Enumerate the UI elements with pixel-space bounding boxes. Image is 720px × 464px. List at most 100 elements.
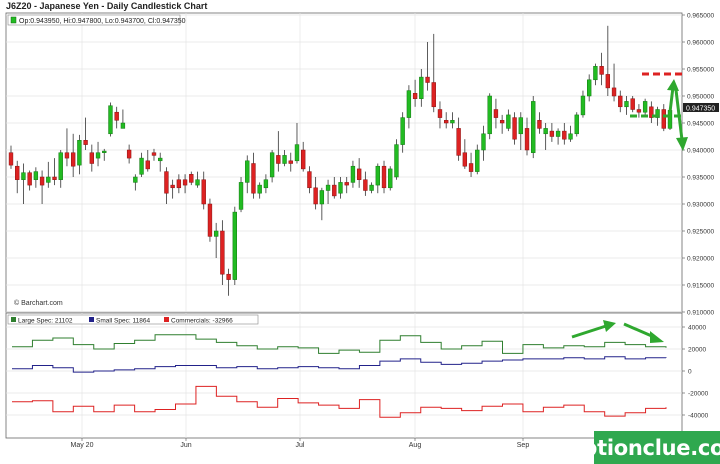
cot-legend: Large Spec: 21102 Small Spec: 11864 Comm… [7, 314, 259, 325]
x-tick-label: Jun [180, 442, 191, 449]
candle-body [624, 101, 629, 108]
candle-body [493, 109, 499, 118]
candle-body [375, 165, 380, 186]
candle [139, 152, 144, 177]
candle [182, 174, 188, 194]
legend-small-spec: Small Spec: 11864 [96, 318, 150, 325]
candle-body [419, 76, 424, 99]
candle-body [257, 184, 262, 194]
cot-tick-label: 40000 [688, 325, 706, 332]
candle-body [630, 98, 635, 110]
candle-body [269, 152, 275, 178]
candle-body [412, 93, 418, 99]
candle [313, 177, 318, 210]
candle-body [475, 149, 480, 172]
candle [114, 106, 119, 129]
candle [369, 182, 374, 194]
candle-body [108, 105, 113, 135]
candle [269, 150, 275, 183]
candle [58, 150, 63, 188]
x-tick-label: Jul [296, 442, 305, 449]
price-tick-label: 0.920000 [687, 256, 714, 263]
candle-body [27, 172, 32, 186]
x-tick-label: Aug [409, 442, 422, 449]
candle-body [400, 117, 405, 145]
last-price-label: 0.947350 [686, 106, 715, 113]
cot-tick-label: -40000 [688, 413, 709, 420]
candle-body [83, 140, 88, 145]
arrow-down-shaft [674, 89, 684, 141]
candle [543, 123, 548, 150]
candle [475, 144, 480, 175]
candle-body [288, 160, 293, 164]
candle [375, 163, 380, 194]
candle-body [444, 120, 449, 124]
candle-body [506, 114, 511, 129]
candle-body [369, 184, 374, 191]
candle-body [176, 179, 182, 189]
candle-body [133, 176, 138, 183]
candle [8, 145, 14, 169]
cot-arrow-down-shaft [623, 322, 655, 339]
candle [133, 174, 138, 191]
candle-body [468, 163, 474, 172]
candle [618, 90, 623, 113]
cot-panel [5, 312, 683, 439]
candle-body [15, 165, 20, 180]
candle-body [406, 90, 412, 118]
candle-body [182, 179, 188, 186]
candle-body [636, 109, 642, 113]
candle-body [220, 230, 225, 275]
cot-series-line [12, 334, 667, 354]
candle [462, 139, 468, 169]
candle-body [238, 182, 244, 210]
candle-body [425, 76, 430, 83]
candle-body [512, 117, 517, 140]
candle-body [611, 87, 617, 97]
candle [27, 170, 32, 191]
candle-body [543, 128, 548, 135]
cot-series-line [12, 385, 667, 418]
candle-body [151, 152, 157, 156]
candle-body [499, 120, 505, 124]
candle [226, 268, 231, 296]
candle-body [649, 106, 654, 118]
legend-large-spec: Large Spec: 21102 [18, 318, 73, 325]
candle-body [319, 190, 325, 205]
candle-body [338, 182, 343, 194]
candle [381, 160, 387, 194]
candle [245, 155, 250, 194]
candle [15, 160, 20, 194]
candle [649, 101, 654, 123]
candle [605, 25, 611, 96]
candle-body [431, 82, 436, 108]
candle-body [58, 152, 63, 180]
candle-body [77, 140, 82, 166]
candle [400, 112, 405, 153]
candle [642, 98, 648, 115]
candle-body [574, 114, 579, 135]
candle [201, 171, 206, 210]
candle-body [568, 133, 573, 140]
candle-body [363, 179, 368, 191]
candle-body [21, 172, 26, 180]
candle-body [102, 150, 107, 153]
candle-body [8, 152, 14, 166]
cot-arrow-up-head-icon [603, 320, 616, 332]
cot-tick-label: -20000 [688, 391, 709, 398]
credit-label: © Barchart.com [14, 299, 63, 307]
price-tick-label: 0.925000 [687, 229, 714, 236]
candle-body [213, 230, 219, 237]
candle [282, 150, 287, 167]
candle-body [642, 101, 648, 113]
candle [431, 33, 436, 113]
last-price-tag: 0.947350 [683, 103, 719, 113]
candle [425, 42, 430, 91]
candle-body [667, 110, 673, 129]
candle [394, 139, 399, 180]
candle [176, 174, 182, 194]
candle [636, 104, 642, 118]
candle-body [350, 165, 356, 183]
candle [158, 152, 163, 172]
candle-body [661, 109, 666, 129]
